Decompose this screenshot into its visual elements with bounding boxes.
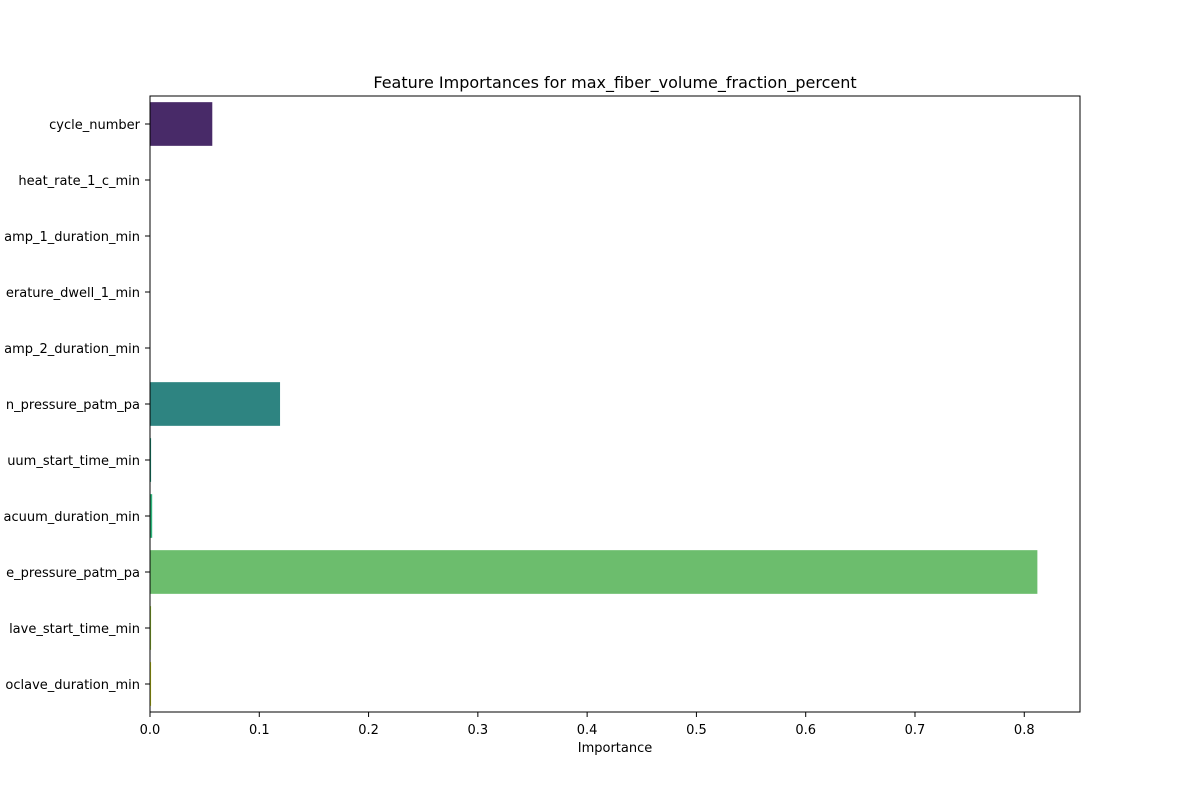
bar [150,494,153,538]
x-tick-label: 0.8 [1014,723,1035,738]
x-tick-label: 0.1 [249,723,270,738]
bar [150,606,152,650]
x-tick-label: 0.0 [140,723,161,738]
y-tick-label: n_pressure_patm_pa [6,398,140,413]
bar [150,382,281,426]
y-axis: cycle_number heat_rate_1_c_min amp_1_durat… [4,118,150,693]
bars-layer [150,102,1038,706]
y-tick-label: e_pressure_patm_pa [6,566,140,581]
x-tick-label: 0.2 [358,723,379,738]
y-tick-label: lave_start_time_min [9,622,140,637]
x-axis: 0.0 0.1 0.2 0.3 0.4 0.5 0.6 0.7 0.8 [140,712,1035,738]
bar [150,102,213,146]
plot-frame [149,95,1081,713]
x-tick-label: 0.6 [795,723,816,738]
y-tick-label: amp_1_duration_min [4,230,140,245]
bar [150,438,152,482]
x-tick-label: 0.3 [468,723,489,738]
x-tick-label: 0.4 [577,723,598,738]
y-tick-label: erature_dwell_1_min [6,286,140,301]
y-tick-label: cycle_number [49,118,140,133]
y-tick-label: oclave_duration_min [5,678,140,693]
y-tick-label: acuum_duration_min [4,510,140,525]
chart-title: Feature Importances for max_fiber_volume… [373,73,856,93]
bar [150,662,152,706]
y-tick-label: amp_2_duration_min [4,342,140,357]
bar [150,550,1038,594]
y-tick-label: uum_start_time_min [7,454,140,469]
x-axis-label: Importance [578,741,653,756]
x-tick-label: 0.5 [686,723,707,738]
y-tick-label: heat_rate_1_c_min [18,174,140,189]
x-tick-label: 0.7 [905,723,926,738]
